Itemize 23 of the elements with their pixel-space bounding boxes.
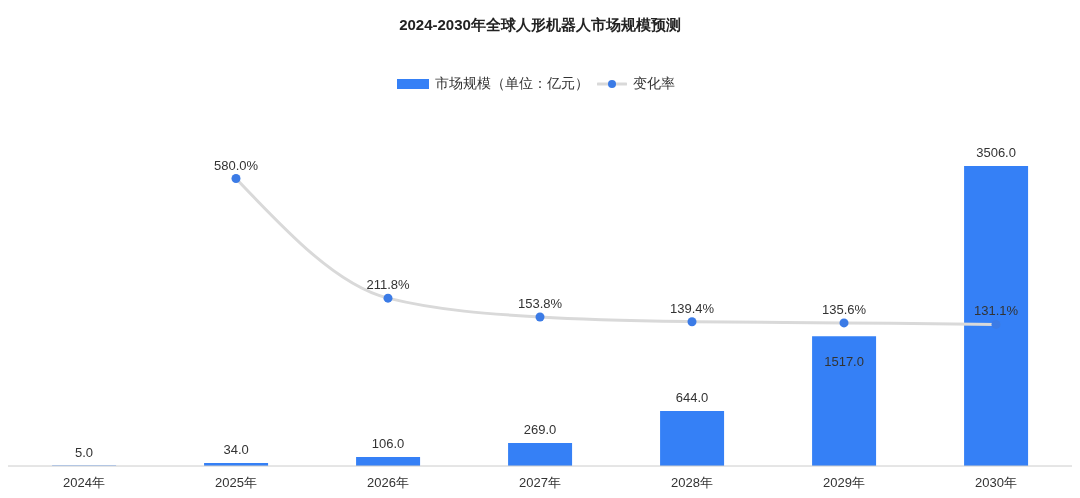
- data-label: 580.0%: [213, 157, 259, 173]
- x-tick-label: 2030年: [975, 475, 1017, 491]
- data-label: 3506.0: [976, 145, 1016, 161]
- data-label: 106.0: [371, 435, 405, 451]
- chart-title: 2024-2030年全球人形机器人市场规模预测: [398, 15, 682, 35]
- data-label: 153.8%: [517, 296, 563, 312]
- legend-label: 市场规模（单位：亿元）: [435, 75, 589, 93]
- data-label: 5.0: [75, 444, 94, 460]
- x-tick-label: 2029年: [823, 475, 865, 491]
- x-tick-label: 2024年: [63, 475, 105, 491]
- x-tick-label: 2025年: [215, 475, 257, 491]
- data-label: 34.0: [223, 442, 249, 458]
- x-tick-label: 2027年: [519, 475, 561, 491]
- data-label: 211.8%: [366, 277, 410, 293]
- data-label: 139.4%: [669, 300, 715, 316]
- data-label: 269.0: [523, 421, 557, 437]
- legend-label: 变化率: [633, 75, 675, 93]
- data-label: 131.1%: [973, 303, 1019, 319]
- data-label: 644.0: [675, 389, 709, 405]
- data-label: 135.6%: [821, 301, 867, 317]
- x-tick-label: 2026年: [367, 475, 409, 491]
- data-label: 1517.0: [824, 354, 864, 370]
- x-tick-label: 2028年: [671, 475, 713, 491]
